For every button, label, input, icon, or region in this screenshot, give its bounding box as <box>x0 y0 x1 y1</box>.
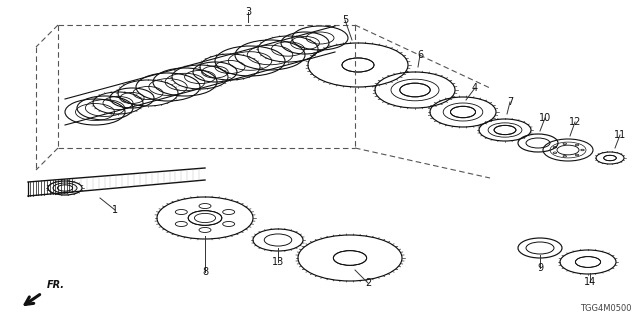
Text: 14: 14 <box>584 277 596 287</box>
Text: 10: 10 <box>539 113 551 123</box>
Text: 4: 4 <box>472 83 478 93</box>
Text: 13: 13 <box>272 257 284 267</box>
Text: 3: 3 <box>245 7 251 17</box>
Text: 2: 2 <box>365 278 371 288</box>
Text: 1: 1 <box>112 205 118 215</box>
Text: TGG4M0500: TGG4M0500 <box>580 304 632 313</box>
Text: 6: 6 <box>417 50 423 60</box>
Text: 8: 8 <box>202 267 208 277</box>
Text: 5: 5 <box>342 15 348 25</box>
Text: 12: 12 <box>569 117 581 127</box>
Text: 7: 7 <box>507 97 513 107</box>
Text: FR.: FR. <box>47 280 65 290</box>
Text: 11: 11 <box>614 130 626 140</box>
Text: 9: 9 <box>537 263 543 273</box>
